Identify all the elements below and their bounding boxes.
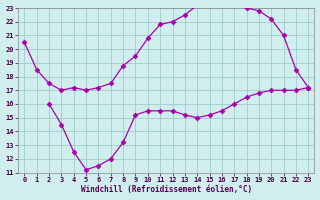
X-axis label: Windchill (Refroidissement éolien,°C): Windchill (Refroidissement éolien,°C) <box>81 185 252 194</box>
